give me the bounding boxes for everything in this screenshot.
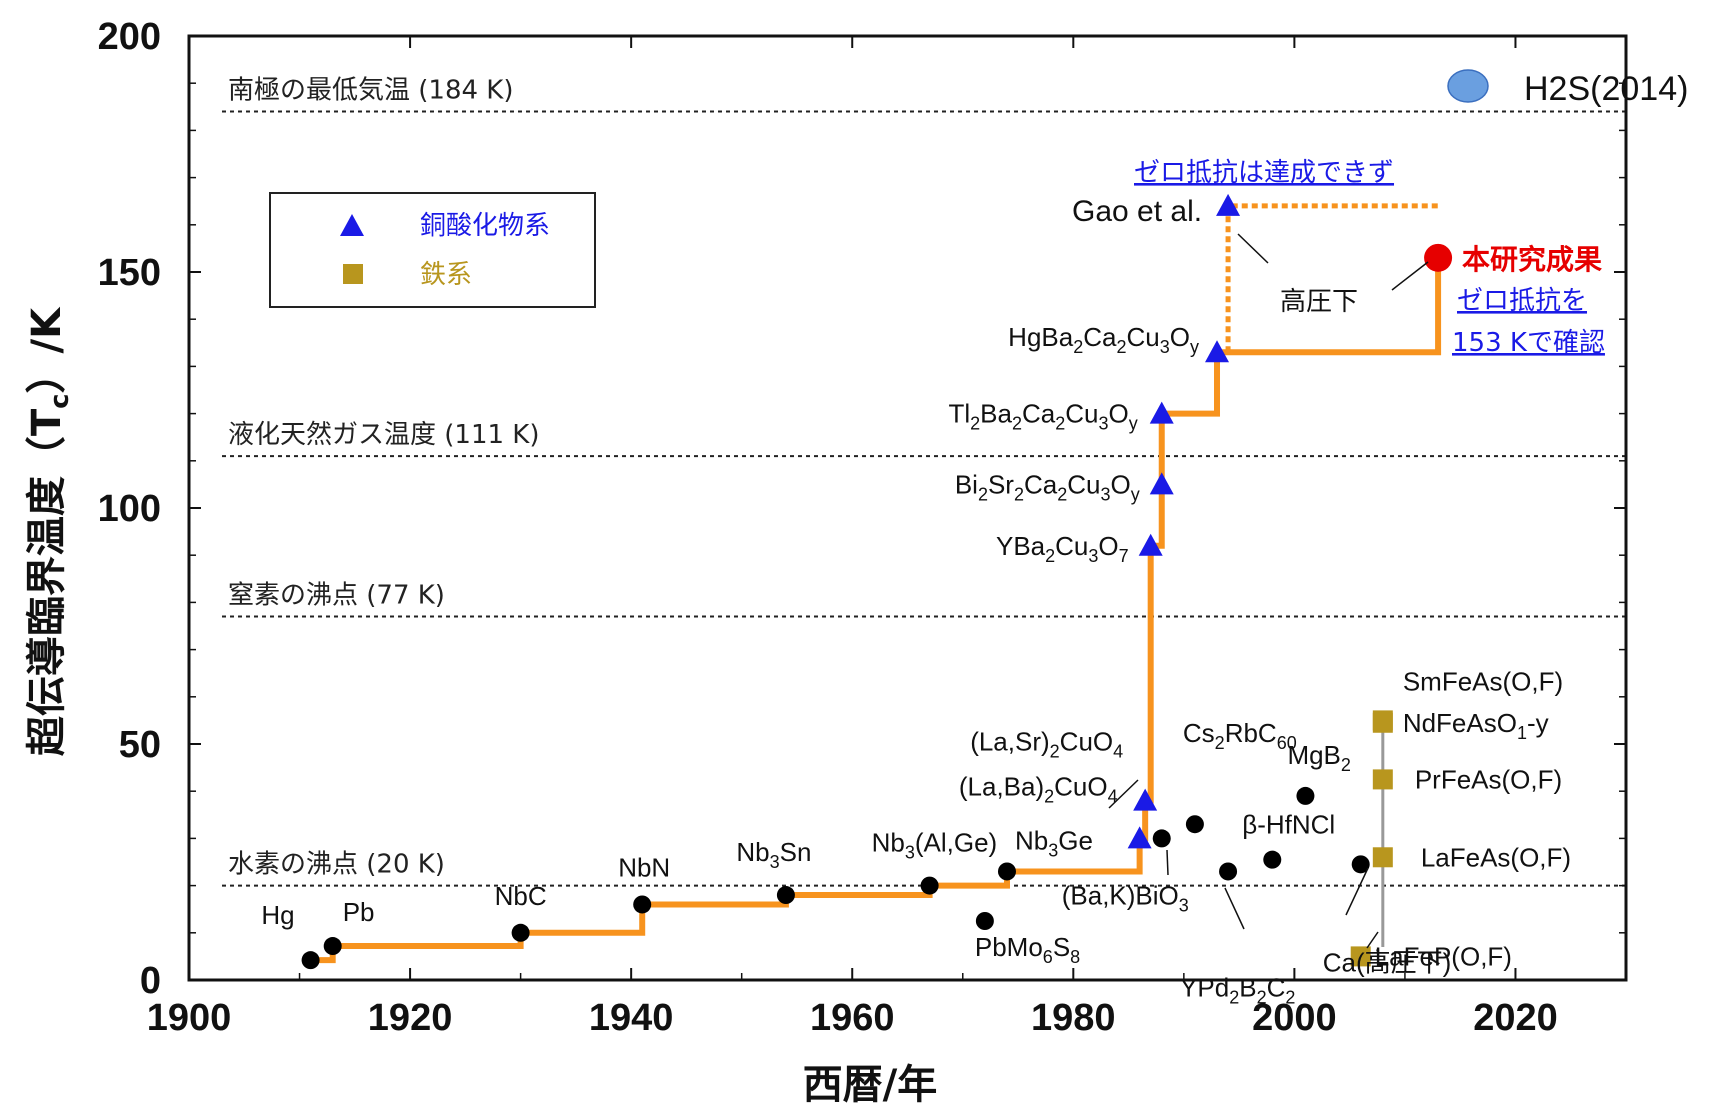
data-point-triangle — [1216, 193, 1241, 216]
material-label: SmFeAs(O,F) — [1403, 666, 1563, 696]
data-point-triangle — [1138, 533, 1163, 556]
material-label: PbMo6S8 — [975, 932, 1080, 967]
data-point-circle — [511, 923, 530, 942]
annotations: ゼロ抵抗は達成できず Gao et al. 高圧下 本研究成果 ゼロ抵抗を 15… — [1072, 158, 1605, 358]
data-point-square — [1350, 946, 1371, 967]
record-line — [310, 203, 1442, 964]
leader-line — [1108, 779, 1139, 809]
y-tick-label: 0 — [140, 960, 161, 1002]
material-label: Nb3Sn — [736, 837, 811, 872]
axis-ticks: 1900 1920 1940 1960 1980 2000 2020 0 50 100 150 200 — [98, 16, 1626, 1039]
confirm-note-line1: ゼロ抵抗を — [1457, 286, 1587, 316]
record-staircase — [310, 257, 1442, 964]
leader-line — [1366, 931, 1379, 949]
material-label: YBa2Cu3O7 — [996, 531, 1129, 566]
y-tick-label: 200 — [98, 16, 161, 58]
data-point-circle — [920, 876, 939, 895]
material-label: Nb3Ge — [1015, 825, 1093, 860]
material-label: (Ba,K)BiO3 — [1062, 880, 1189, 915]
reference-line-label: 液化天然ガス温度 (111 K) — [228, 420, 540, 450]
y-axis-title: 超伝導臨界温度（Tc）/K — [24, 306, 75, 756]
x-tick-label: 1900 — [147, 997, 232, 1039]
material-label: HgBa2Ca2Cu3Oy — [1008, 322, 1199, 357]
material-label: Tl2Ba2Ca2Cu3Oy — [948, 399, 1137, 434]
data-point-circle — [323, 937, 342, 956]
high-pressure-leader-left — [1237, 233, 1269, 264]
data-point-triangle — [1133, 788, 1158, 811]
material-label: Ca(高圧下) — [1323, 947, 1452, 977]
high-pressure-leader-right — [1391, 261, 1429, 291]
data-point-circle — [997, 862, 1016, 881]
zero-resistance-not-achieved-note: ゼロ抵抗は達成できず — [1134, 158, 1394, 188]
h2s-label: H2S(2014) — [1524, 70, 1688, 108]
y-tick-label: 50 — [119, 724, 161, 766]
data-point-circle — [1296, 786, 1315, 805]
material-label: NbC — [495, 881, 547, 911]
data-point-circle — [1185, 815, 1204, 834]
legend-iron-label: 鉄系 — [420, 260, 472, 290]
data-point-square — [1372, 710, 1393, 731]
data-point-circle — [1219, 862, 1238, 881]
x-axis-title: 西暦/年 — [803, 1062, 938, 1108]
data-point-circle — [776, 886, 795, 905]
reference-lines: 南極の最低気温 (184 K) 液化天然ガス温度 (111 K) 窒素の沸点 (77… — [222, 76, 1626, 887]
x-tick-label: 1960 — [810, 997, 895, 1039]
data-point-triangle — [1149, 401, 1174, 424]
material-label: β-HfNCl — [1242, 810, 1335, 840]
data-point-circle — [633, 895, 652, 914]
legend-triangle-icon — [340, 214, 364, 236]
data-point-circle — [1263, 850, 1282, 869]
legend: 銅酸化物系 鉄系 — [269, 192, 596, 308]
data-point-circle — [975, 912, 994, 930]
material-label: Bi2Sr2Ca2Cu3Oy — [955, 469, 1140, 504]
reference-line-label: 南極の最低気温 (184 K) — [228, 76, 514, 106]
x-tick-label: 1920 — [368, 997, 453, 1039]
data-point-circle — [1424, 243, 1453, 272]
material-label: Cs2RbC60 — [1183, 718, 1297, 753]
x-tick-label: 1980 — [1031, 997, 1116, 1039]
leader-line — [1166, 849, 1169, 876]
legend-square-icon — [343, 264, 363, 284]
svg-text:超伝導臨界温度（Tc）/K: 超伝導臨界温度（Tc）/K — [24, 306, 75, 756]
material-label: LaFeP(O,F) — [1375, 941, 1512, 971]
material-label: Pb — [343, 897, 375, 927]
x-tick-label: 1940 — [589, 997, 674, 1039]
material-label: Nb3(Al,Ge) — [872, 828, 998, 863]
reference-line-label: 水素の沸点 (20 K) — [228, 850, 445, 880]
data-point-triangle — [1205, 340, 1230, 363]
x-tick-label: 2020 — [1473, 997, 1558, 1039]
y-tick-label: 100 — [98, 488, 161, 530]
data-markers — [301, 193, 1453, 970]
data-point-triangle — [1127, 826, 1152, 849]
this-work-label: 本研究成果 — [1462, 243, 1602, 276]
material-label: NdFeAsO1-y — [1403, 708, 1549, 743]
gao-label: Gao et al. — [1072, 195, 1202, 228]
x-tick-label: 2000 — [1252, 997, 1337, 1039]
leader-line — [1224, 887, 1245, 930]
material-label: PrFeAs(O,F) — [1415, 764, 1562, 794]
material-label: (La,Sr)2CuO4 — [970, 727, 1123, 762]
plot-frame — [187, 34, 1628, 982]
data-point-circle — [1351, 855, 1370, 874]
data-point-triangle — [1149, 472, 1174, 495]
high-pressure-label: 高圧下 — [1280, 287, 1358, 317]
material-label: MgB2 — [1287, 740, 1350, 775]
reference-line-label: 窒素の沸点 (77 K) — [228, 581, 445, 611]
h2s-circle-icon — [1447, 69, 1489, 103]
material-label: NbN — [618, 852, 670, 882]
legend-cuprate-label: 銅酸化物系 — [420, 211, 550, 241]
h2s-legend: H2S(2014) — [1447, 69, 1688, 108]
data-point-circle — [301, 951, 320, 970]
material-label: Hg — [261, 900, 294, 930]
data-point-square — [1372, 847, 1393, 868]
data-point-circle — [1152, 829, 1171, 848]
material-labels: Hg Pb NbC NbN Nb3Sn Nb3(Al,Ge) PbMo6S8 Nb3Ge (Ba… — [261, 322, 1571, 1007]
data-point-square — [1372, 769, 1393, 790]
confirm-note-line2: 153 Kで確認 — [1452, 328, 1605, 358]
leader-line — [1345, 867, 1369, 916]
y-tick-label: 150 — [98, 252, 161, 294]
material-label: LaFeAs(O,F) — [1421, 842, 1571, 872]
material-label: (La,Ba)2CuO4 — [959, 771, 1118, 806]
